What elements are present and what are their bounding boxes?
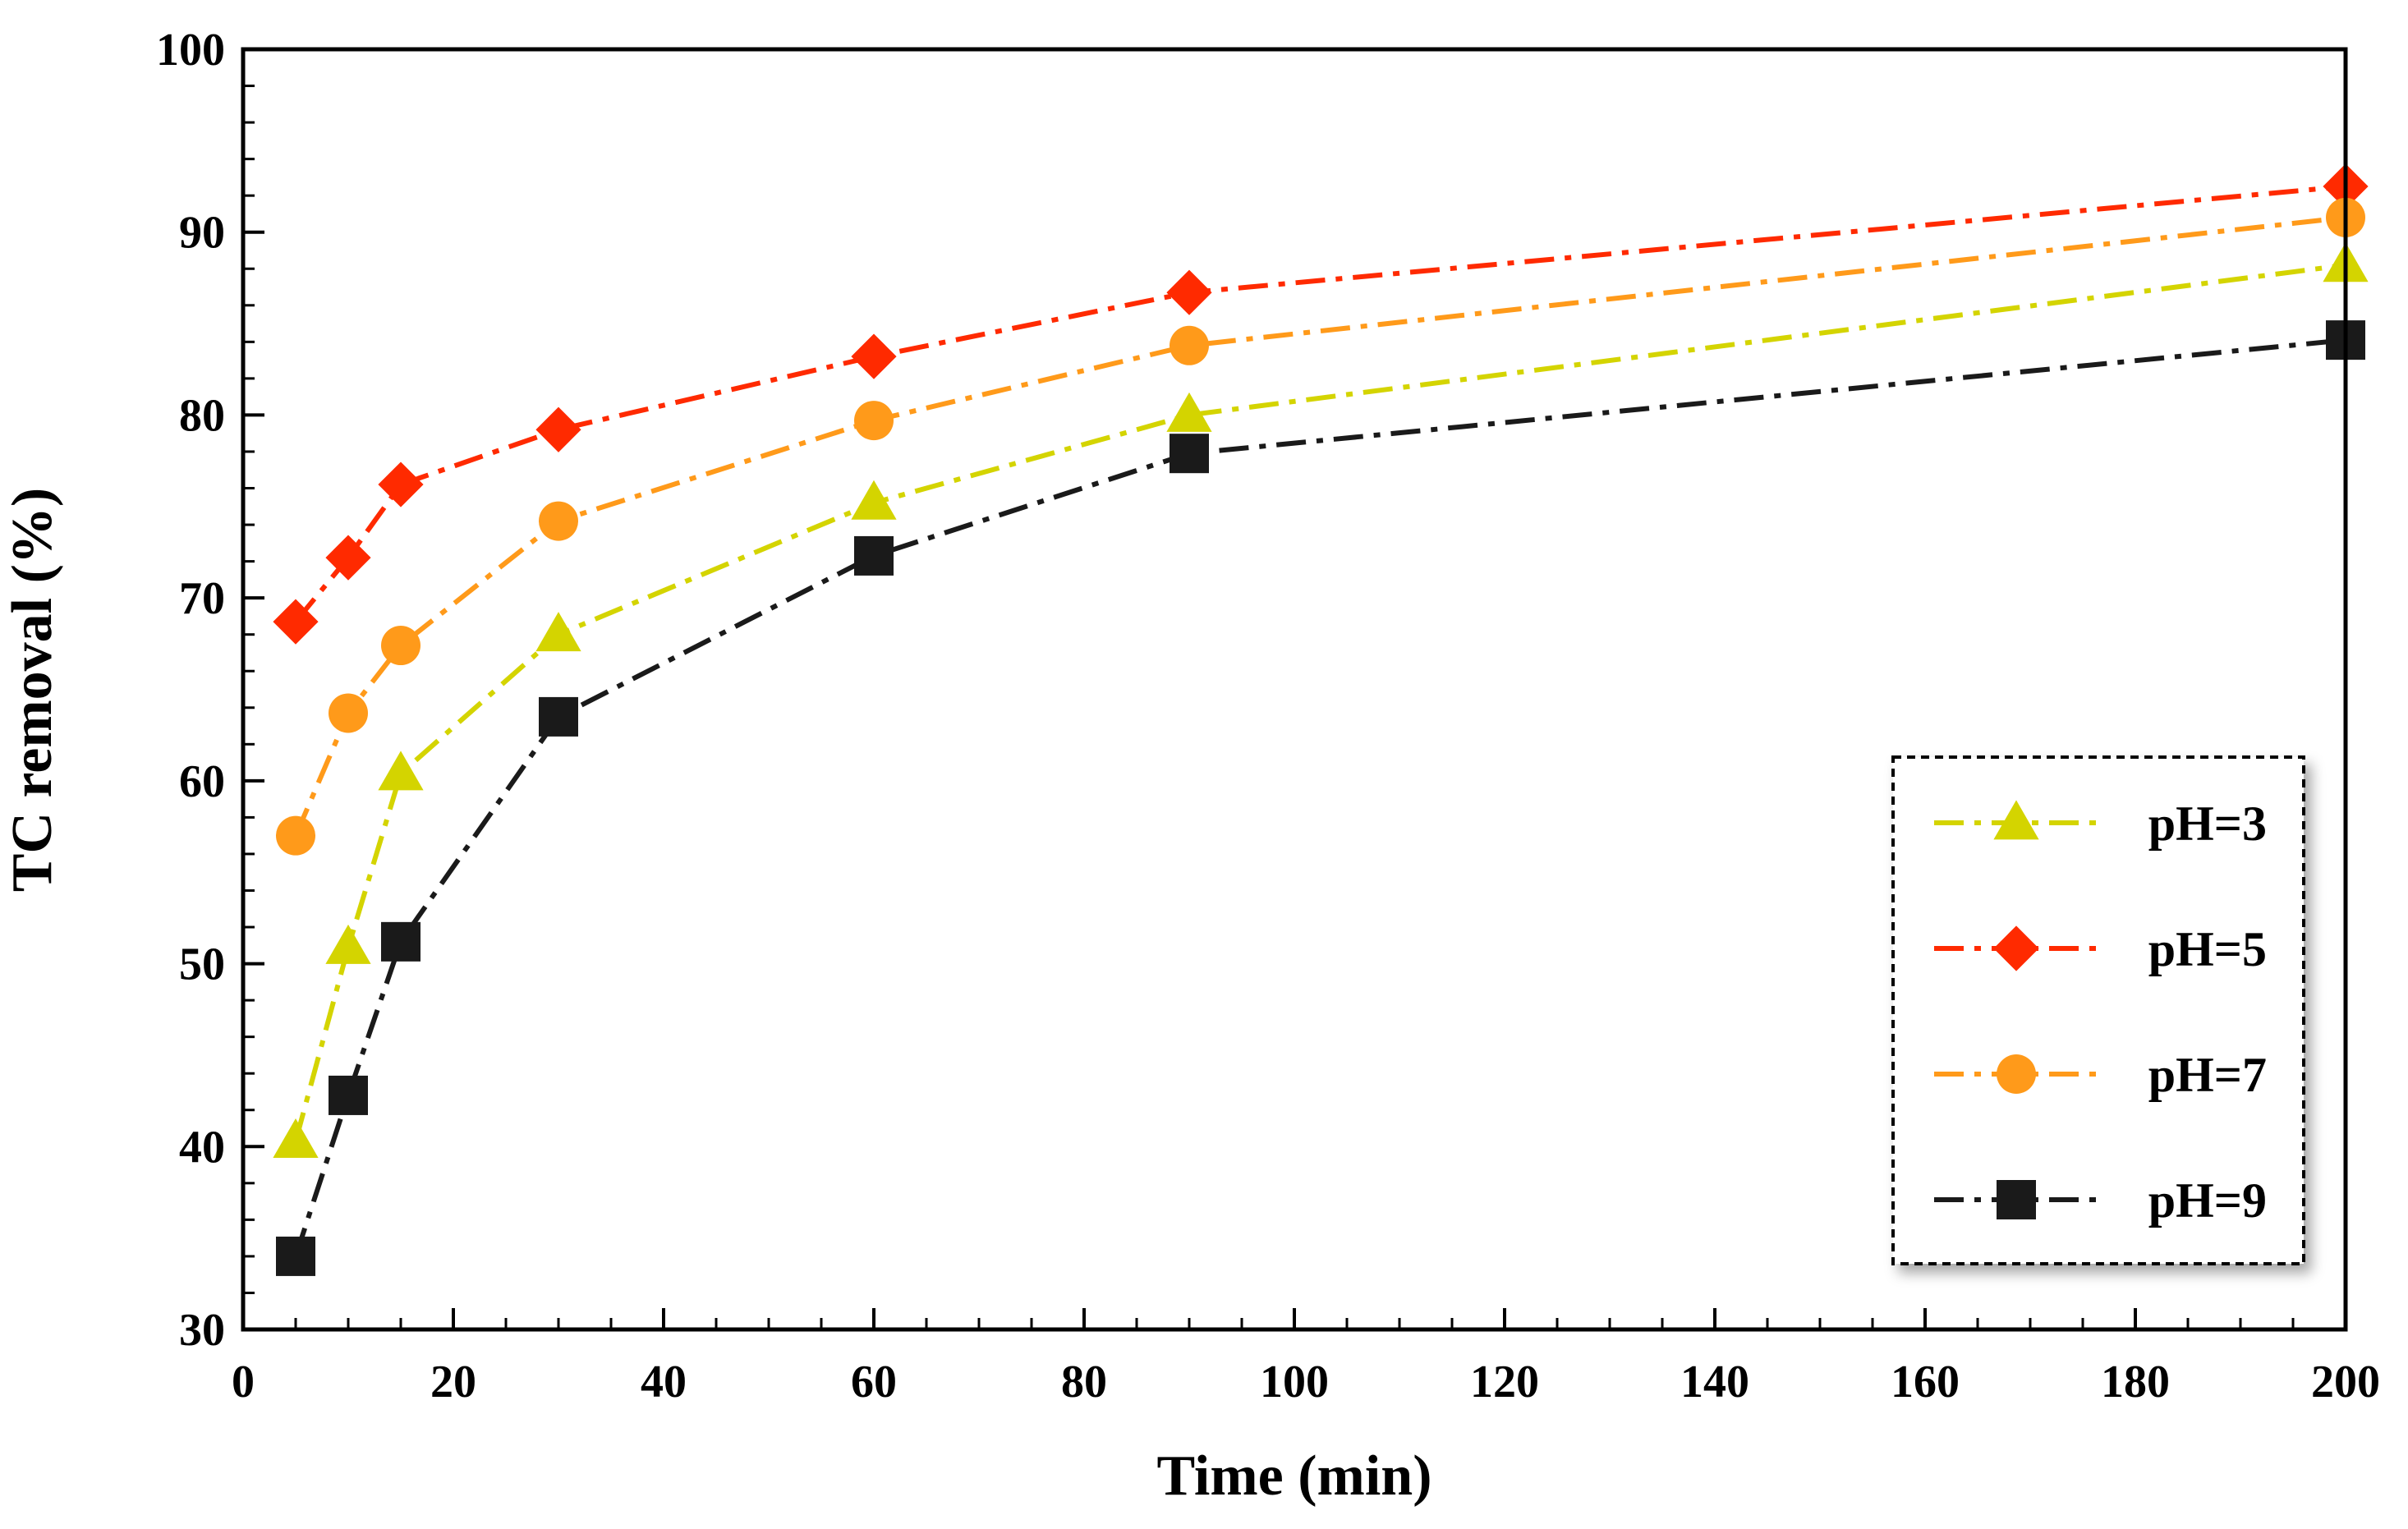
data-point-ph-3 xyxy=(378,751,424,791)
data-point-ph-5 xyxy=(1166,269,1212,315)
legend-label-ph-7: pH=7 xyxy=(2148,1048,2267,1102)
data-point-ph-7 xyxy=(276,815,315,856)
x-tick-label: 40 xyxy=(641,1357,687,1407)
data-point-ph-3 xyxy=(273,1118,319,1159)
data-point-ph-9 xyxy=(1170,434,1209,474)
data-point-ph-3 xyxy=(535,612,581,652)
legend-label-ph-3: pH=3 xyxy=(2148,797,2267,851)
x-tick-label: 120 xyxy=(1470,1357,1539,1407)
legend-marker-ph-3 xyxy=(1993,800,2039,840)
data-point-ph-7 xyxy=(381,626,420,666)
data-point-ph-9 xyxy=(329,1075,368,1115)
legend-label-ph-9: pH=9 xyxy=(2148,1173,2267,1228)
data-point-ph-7 xyxy=(539,501,578,541)
data-point-ph-5 xyxy=(273,599,319,645)
legend: pH=3 pH=5 pH=7 pH=9 xyxy=(1891,755,2305,1265)
legend-box xyxy=(1891,755,2305,1265)
legend-marker-ph-7 xyxy=(1997,1054,2036,1094)
series-ph-9 xyxy=(276,320,2365,1276)
x-tick-label: 140 xyxy=(1680,1357,1749,1407)
x-tick-label: 160 xyxy=(1891,1357,1960,1407)
axis-ticks: 0 20 40 60 80 100 120 140 160 180 200 30 40 50 60 70 80 9… xyxy=(156,25,2380,1407)
data-point-ph-9 xyxy=(854,535,894,576)
x-tick-label: 100 xyxy=(1260,1357,1329,1407)
data-point-ph-7 xyxy=(329,693,368,733)
data-point-ph-5 xyxy=(851,333,897,379)
y-tick-label: 30 xyxy=(179,1305,225,1356)
plot-frame xyxy=(241,47,2348,1332)
data-point-ph-9 xyxy=(276,1236,315,1276)
y-tick-label: 80 xyxy=(179,390,225,441)
y-axis-title: TC removal (%) xyxy=(1,488,64,893)
data-point-ph-7 xyxy=(854,401,894,441)
data-point-ph-5 xyxy=(535,406,581,452)
data-point-ph-7 xyxy=(1170,325,1209,365)
x-tick-label: 20 xyxy=(430,1357,476,1407)
data-point-ph-3 xyxy=(851,480,897,520)
x-tick-label: 80 xyxy=(1061,1357,1107,1407)
y-tick-label: 60 xyxy=(179,756,225,807)
y-tick-label: 40 xyxy=(179,1122,225,1173)
legend-item-ph-3: pH=3 xyxy=(1934,797,2267,851)
series-ph-7 xyxy=(276,197,2365,856)
data-point-ph-9 xyxy=(539,696,578,737)
x-tick-label: 180 xyxy=(2101,1357,2170,1407)
x-tick-label: 200 xyxy=(2311,1357,2380,1407)
y-tick-label: 50 xyxy=(179,939,225,990)
legend-marker-ph-5 xyxy=(1993,925,2039,971)
data-point-ph-5 xyxy=(325,535,371,581)
data-point-ph-3 xyxy=(1166,392,1212,432)
y-tick-label: 90 xyxy=(179,208,225,259)
x-axis-title: Time (min) xyxy=(1156,1444,1431,1508)
series-line-ph-7 xyxy=(293,214,2346,837)
y-tick-label: 70 xyxy=(179,573,225,624)
series-ph-5 xyxy=(273,163,2369,645)
legend-marker-ph-9 xyxy=(1997,1180,2036,1219)
legend-item-ph-7: pH=7 xyxy=(1934,1048,2267,1102)
data-point-ph-3 xyxy=(325,924,371,964)
data-point-ph-9 xyxy=(381,921,420,962)
y-tick-label: 100 xyxy=(156,25,225,76)
series-line-ph-5 xyxy=(293,184,2346,623)
legend-item-ph-9: pH=9 xyxy=(1934,1173,2267,1228)
legend-item-ph-5: pH=5 xyxy=(1934,922,2267,976)
legend-label-ph-5: pH=5 xyxy=(2148,922,2267,976)
x-tick-label: 60 xyxy=(851,1357,897,1407)
x-tick-label: 0 xyxy=(232,1357,255,1407)
data-point-ph-5 xyxy=(378,461,424,507)
